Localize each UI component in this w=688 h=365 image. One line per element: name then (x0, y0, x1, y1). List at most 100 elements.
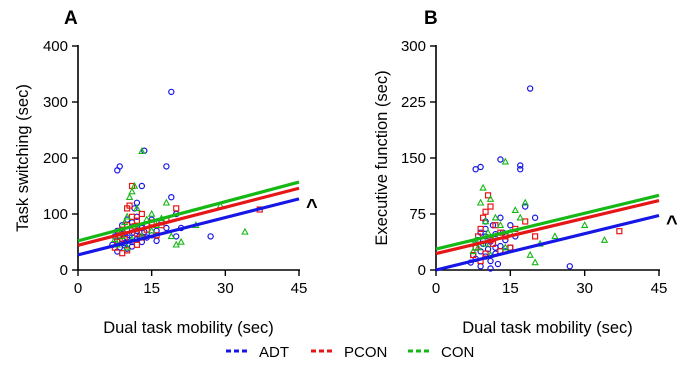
point-a-adt-34 (173, 233, 180, 240)
legend-entry-pcon: PCON (311, 344, 387, 361)
point-b-con-7 (486, 194, 495, 202)
point-b-con-15 (516, 213, 524, 221)
point-b-adt-24 (507, 221, 514, 229)
point-a-con-0 (111, 235, 119, 242)
fit-line-a-pcon (77, 186, 300, 247)
panel-a: A 0 100 200 300 400 0 15 30 45 Dual task mobility … (14, 8, 318, 337)
x-tick-label-b-1: 15 (502, 280, 519, 297)
point-a-adt-41 (138, 182, 146, 190)
point-a-con-3 (120, 218, 129, 226)
point-b-con-22 (600, 235, 609, 243)
point-b-adt-26 (517, 162, 524, 169)
point-b-pcon-17 (532, 233, 539, 240)
x-tick-label-a-3: 45 (291, 280, 308, 297)
legend-label-adt: ADT (259, 344, 289, 361)
point-a-pcon-12 (133, 217, 141, 224)
point-b-con-0 (469, 247, 477, 255)
fit-line-b-con (435, 193, 660, 251)
point-b-con-21 (580, 221, 589, 228)
fit-line-b-adt (435, 213, 660, 272)
y-tick-label-a-4: 400 (43, 38, 68, 55)
point-a-con-11 (138, 147, 146, 155)
legend-label-con: CON (441, 344, 474, 361)
point-b-pcon-14 (507, 244, 514, 251)
point-b-adt-35 (487, 265, 494, 272)
point-a-con-18 (167, 232, 176, 240)
point-b-adt-31 (566, 263, 574, 270)
point-a-adt-32 (168, 88, 175, 96)
y-tick-label-b-2: 150 (401, 150, 426, 167)
point-a-con-8 (133, 204, 141, 212)
point-b-adt-28 (522, 203, 529, 210)
point-a-adt-39 (116, 163, 123, 170)
point-a-pcon-9 (128, 213, 136, 220)
point-b-con-5 (481, 217, 490, 225)
fit-line-a-adt (77, 197, 300, 257)
point-b-adt-12 (487, 257, 494, 265)
point-a-con-14 (147, 226, 156, 234)
point-b-con-12 (501, 243, 510, 251)
point-b-adt-6 (477, 263, 484, 270)
point-a-pcon-14 (138, 210, 145, 218)
point-b-con-8 (491, 213, 500, 221)
point-a-con-6 (128, 187, 136, 195)
point-a-pcon-7 (126, 202, 133, 209)
point-b-con-17 (526, 250, 534, 258)
y-tick-label-b-0: 0 (418, 262, 426, 279)
point-a-con-23 (241, 227, 249, 235)
point-a-pcon-20 (173, 205, 180, 212)
point-b-adt-32 (472, 165, 479, 173)
point-b-con-3 (476, 198, 485, 206)
point-b-pcon-20 (482, 250, 489, 257)
panel-label-a: A (64, 8, 78, 29)
point-a-con-5 (125, 193, 134, 200)
fit-line-a-con (77, 180, 300, 243)
annotation-caret-a: ^ (306, 196, 318, 218)
point-b-pcon-10 (492, 222, 499, 229)
point-b-pcon-18 (616, 228, 623, 235)
y-tick-label-a-0: 0 (60, 262, 68, 279)
point-b-pcon-0 (470, 251, 477, 259)
x-tick-label-a-0: 0 (74, 280, 82, 297)
point-b-adt-27 (517, 165, 524, 173)
y-axis-title-a: Task switching (sec) (14, 84, 32, 232)
x-axis-title-a: Dual task mobility (sec) (103, 319, 274, 337)
legend-label-pcon: PCON (344, 344, 387, 361)
point-a-con-4 (123, 212, 131, 220)
x-tick-label-b-2: 30 (576, 280, 593, 297)
legend-entry-adt: ADT (226, 344, 289, 361)
x-tick-label-a-2: 30 (217, 280, 234, 297)
y-axis-title-b: Executive function (sec) (373, 70, 391, 245)
point-b-con-14 (511, 206, 520, 214)
point-a-con-26 (118, 232, 126, 240)
point-a-con-7 (130, 181, 139, 189)
point-b-pcon-3 (477, 225, 484, 233)
panel-b: B 0 75 150 225 300 0 15 30 45 Dual task mobility (… (373, 8, 678, 337)
x-axis-title-b: Dual task mobility (sec) (462, 319, 633, 337)
point-a-con-13 (147, 209, 156, 217)
x-tick-label-b-3: 45 (651, 280, 668, 297)
y-tick-label-a-3: 300 (43, 94, 68, 111)
point-b-adt-33 (477, 163, 484, 171)
point-b-con-11 (501, 157, 510, 165)
point-b-con-16 (521, 198, 529, 206)
x-tick-label-b-0: 0 (432, 280, 440, 297)
point-b-con-18 (531, 258, 539, 266)
point-a-adt-33 (168, 193, 175, 201)
point-b-con-10 (496, 221, 505, 228)
point-a-adt-30 (163, 163, 170, 170)
point-a-pcon-23 (124, 247, 131, 254)
point-a-con-17 (162, 198, 171, 206)
point-b-con-2 (474, 243, 482, 251)
legend: ADT PCON CON (226, 344, 474, 361)
point-a-con-24 (123, 243, 131, 251)
point-b-pcon-7 (487, 203, 494, 210)
y-tick-label-a-1: 100 (43, 206, 68, 223)
point-a-con-20 (177, 237, 185, 245)
point-a-adt-37 (207, 233, 214, 240)
panel-label-b: B (424, 8, 438, 29)
point-b-adt-19 (497, 214, 504, 221)
x-tick-label-a-1: 15 (143, 280, 160, 297)
